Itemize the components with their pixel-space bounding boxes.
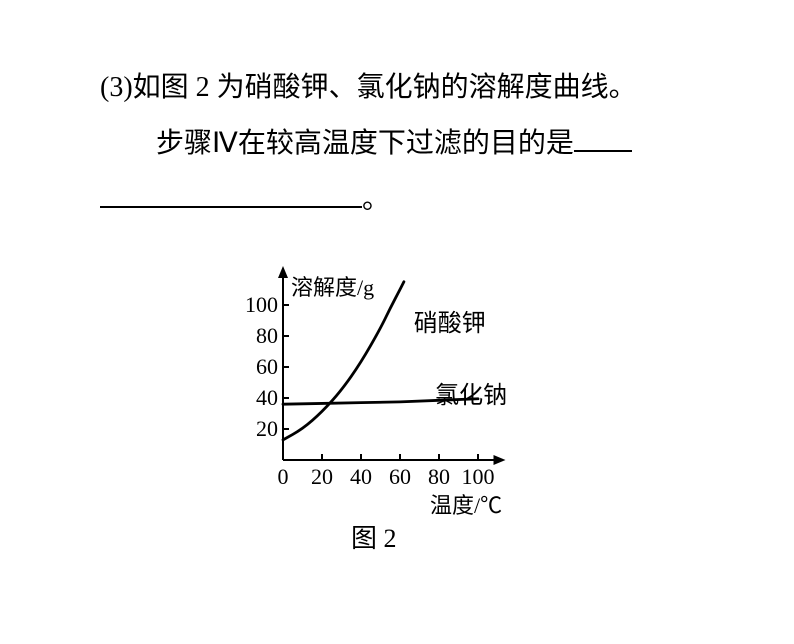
- answer-blank-2: [100, 181, 362, 208]
- x-tick-100: 100: [458, 464, 498, 490]
- figure-caption: 图 2: [351, 518, 397, 555]
- x-tick-40: 40: [341, 464, 381, 490]
- question-text-1a: 如图 2 为硝酸钾、氯化钠的溶解度曲线。: [133, 72, 637, 103]
- question-number: (3): [100, 72, 133, 103]
- x-axis-label: 温度/℃: [430, 488, 502, 520]
- question-line-3: 。: [100, 172, 720, 228]
- x-tick-80: 80: [419, 464, 459, 490]
- question-line-2: 步骤Ⅳ在较高温度下过滤的目的是: [156, 116, 720, 172]
- kno3-curve-label: 硝酸钾: [414, 303, 486, 338]
- x-tick-60: 60: [380, 464, 420, 490]
- question-text-2a: 步骤Ⅳ在较高温度下过滤的目的是: [156, 128, 574, 159]
- x-tick-20: 20: [302, 464, 342, 490]
- y-tick-20: 20: [228, 416, 278, 442]
- x-tick-0: 0: [263, 464, 303, 490]
- period: 。: [362, 184, 390, 215]
- y-tick-100: 100: [228, 292, 278, 318]
- y-axis-label: 溶解度/g: [291, 270, 374, 302]
- y-tick-80: 80: [228, 323, 278, 349]
- y-tick-40: 40: [228, 385, 278, 411]
- nacl-curve-label: 氯化钠: [435, 375, 507, 410]
- question-block: (3)如图 2 为硝酸钾、氯化钠的溶解度曲线。 步骤Ⅳ在较高温度下过滤的目的是 …: [100, 60, 720, 228]
- answer-blank-1: [574, 125, 632, 152]
- solubility-chart: 溶解度/g 温度/℃ 20406080100 020406080100 硝酸钾 …: [225, 235, 555, 545]
- question-line-1: (3)如图 2 为硝酸钾、氯化钠的溶解度曲线。: [100, 60, 720, 116]
- y-tick-60: 60: [228, 354, 278, 380]
